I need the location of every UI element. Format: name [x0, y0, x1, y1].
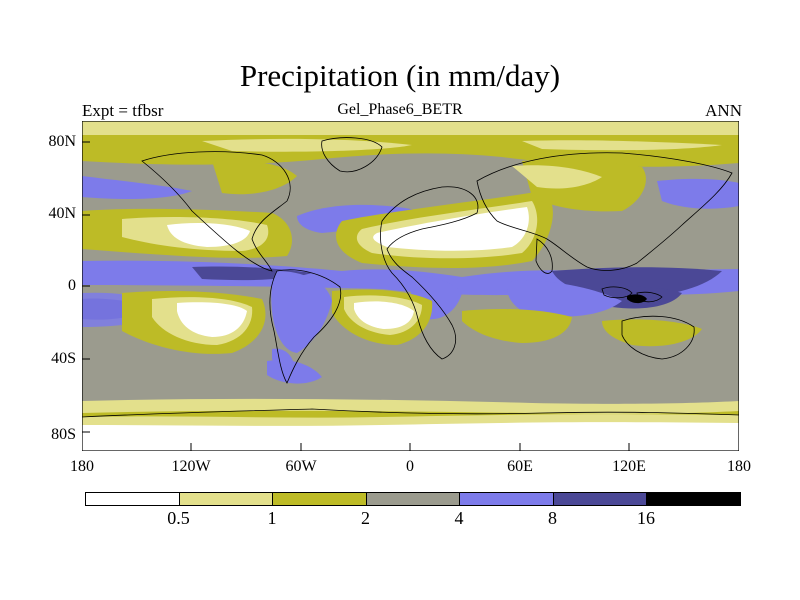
y-tick-label: 40N — [48, 205, 76, 222]
colorbar-label: 4 — [454, 508, 464, 528]
colorbar-swatch — [552, 492, 647, 506]
pacific-storm-track — [82, 176, 192, 199]
y-tick-label: 40S — [51, 350, 76, 367]
y-tick-label: 80S — [51, 426, 76, 443]
colorbar-label: 1 — [267, 508, 277, 528]
x-tick-label: 120E — [612, 458, 646, 475]
precipitation-map — [82, 121, 739, 451]
colorbar-label: 8 — [548, 508, 557, 528]
colorbar-swatch — [459, 492, 554, 506]
x-tick-label: 0 — [406, 458, 414, 475]
colorbar-swatch — [646, 492, 741, 506]
coastlines — [82, 137, 739, 418]
x-tick-label: 60E — [507, 458, 533, 475]
case-label: Gel_Phase6_BETR — [337, 101, 463, 118]
tick-marks — [82, 141, 630, 451]
amazon-rain — [271, 271, 332, 353]
x-tick-label: 180 — [70, 458, 94, 475]
colorbar-swatch — [365, 492, 460, 506]
map-title: Precipitation (in mm/day) — [239, 58, 561, 93]
colorbar-swatch — [178, 492, 273, 506]
colorbar-label: 0.5 — [167, 508, 190, 528]
y-tick-label: 80N — [48, 133, 76, 150]
colorbar-label: 2 — [361, 508, 370, 528]
x-tick-label: 120W — [171, 458, 211, 475]
y-tick-label: 0 — [68, 277, 76, 294]
colorbar-swatch — [85, 492, 180, 506]
season-label: ANN — [705, 101, 742, 120]
colorbar-swatch — [272, 492, 367, 506]
experiment-label: Expt = tfbsr — [82, 101, 164, 120]
colorbar-label: 16 — [637, 508, 655, 528]
x-tick-label: 180 — [727, 458, 751, 475]
x-tick-label: 60W — [285, 458, 317, 475]
